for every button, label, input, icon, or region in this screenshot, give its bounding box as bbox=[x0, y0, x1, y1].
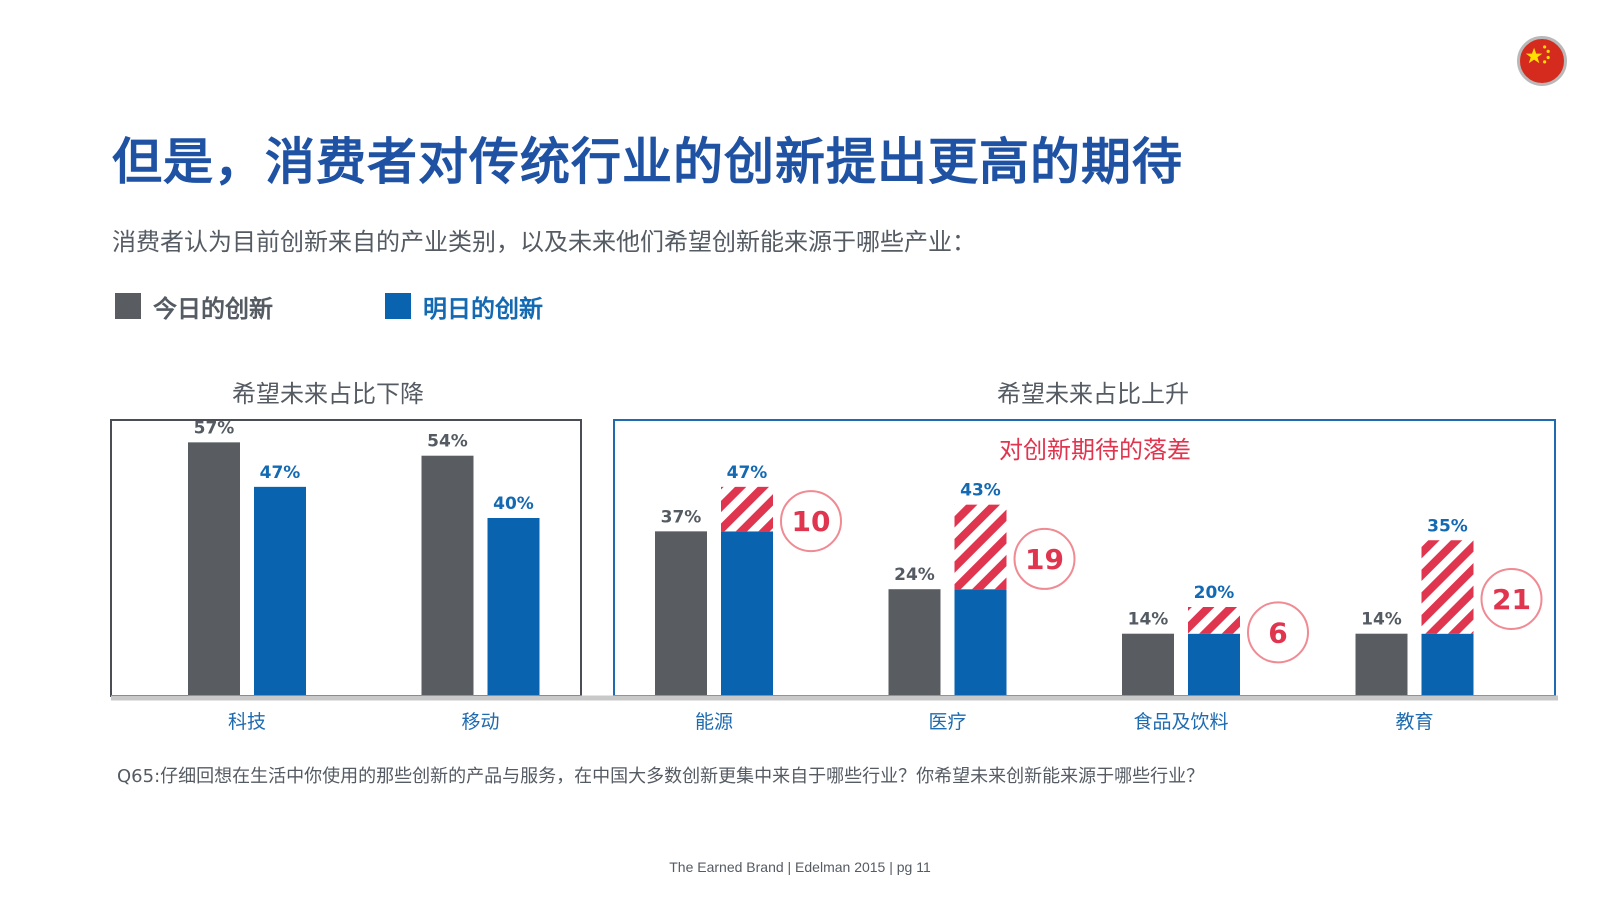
page-footer: The Earned Brand | Edelman 2015 | pg 11 bbox=[669, 859, 931, 875]
category-label: 科技 bbox=[228, 711, 266, 733]
gap-badge-value: 21 bbox=[1492, 583, 1531, 616]
legend-today: 今日的创新 bbox=[115, 290, 273, 323]
value-label-today: 14% bbox=[1361, 610, 1402, 630]
category-label: 医疗 bbox=[928, 711, 966, 733]
category-label: 能源 bbox=[695, 711, 733, 733]
legend-tomorrow: 明日的创新 bbox=[385, 290, 543, 323]
legend-swatch-tomorrow bbox=[385, 293, 411, 319]
bar-today bbox=[655, 531, 707, 696]
bar-tomorrow bbox=[1188, 633, 1240, 696]
bar-gap-hatch bbox=[1188, 607, 1240, 634]
bar-tomorrow bbox=[954, 589, 1007, 696]
gap-badge-value: 19 bbox=[1025, 543, 1064, 576]
legend-swatch-today bbox=[115, 293, 141, 319]
bar-gap-hatch bbox=[1421, 540, 1474, 634]
bar-tomorrow bbox=[254, 486, 306, 696]
gap-badge-circle bbox=[1247, 601, 1309, 664]
category-label: 食品及饮料 bbox=[1133, 711, 1228, 733]
value-label-tomorrow: 35% bbox=[1427, 516, 1468, 536]
question-footnote: Q65:仔细回想在生活中你使用的那些创新的产品与服务，在中国大多数创新更集中来自… bbox=[117, 766, 1205, 787]
gap-annotation: 对创新期待的落差 bbox=[999, 436, 1191, 464]
value-label-tomorrow: 47% bbox=[727, 463, 768, 483]
bar-tomorrow bbox=[1421, 633, 1474, 696]
gap-badge-circle bbox=[780, 490, 842, 553]
bar-tomorrow bbox=[487, 518, 540, 696]
value-label-today: 57% bbox=[194, 418, 235, 438]
gap-badge-value: 6 bbox=[1268, 616, 1287, 649]
value-label-tomorrow: 47% bbox=[260, 463, 301, 483]
value-label-today: 24% bbox=[894, 565, 935, 585]
gap-badge-circle bbox=[1480, 567, 1543, 630]
value-label-tomorrow: 40% bbox=[493, 494, 534, 514]
group-title: 希望未来占比上升 bbox=[997, 380, 1189, 408]
value-label-today: 14% bbox=[1128, 610, 1169, 630]
page-subtitle: 消费者认为目前创新来自的产业类别，以及未来他们希望创新能来源于哪些产业： bbox=[112, 228, 976, 256]
bar-tomorrow bbox=[721, 531, 773, 696]
bar-today bbox=[1122, 633, 1174, 696]
group-title: 希望未来占比下降 bbox=[232, 380, 424, 408]
gap-badge-circle bbox=[1013, 527, 1076, 590]
bar-today bbox=[188, 442, 240, 696]
value-label-tomorrow: 20% bbox=[1194, 583, 1235, 603]
category-label: 教育 bbox=[1395, 711, 1433, 733]
value-label-today: 54% bbox=[427, 432, 468, 452]
legend-label-today: 今日的创新 bbox=[153, 294, 273, 323]
page-title: 但是，消费者对传统行业的创新提出更高的期待 bbox=[112, 133, 1183, 191]
bar-today bbox=[421, 455, 474, 696]
gap-badge-value: 10 bbox=[792, 505, 831, 538]
bar-gap-hatch bbox=[954, 504, 1007, 590]
legend-label-tomorrow: 明日的创新 bbox=[423, 294, 543, 323]
bar-gap-hatch bbox=[721, 486, 773, 532]
category-label: 移动 bbox=[461, 711, 499, 733]
china-flag-icon bbox=[1517, 36, 1567, 86]
value-label-today: 37% bbox=[661, 507, 702, 527]
bar-today bbox=[1355, 633, 1408, 696]
value-label-tomorrow: 43% bbox=[960, 481, 1001, 501]
bar-today bbox=[888, 589, 941, 696]
